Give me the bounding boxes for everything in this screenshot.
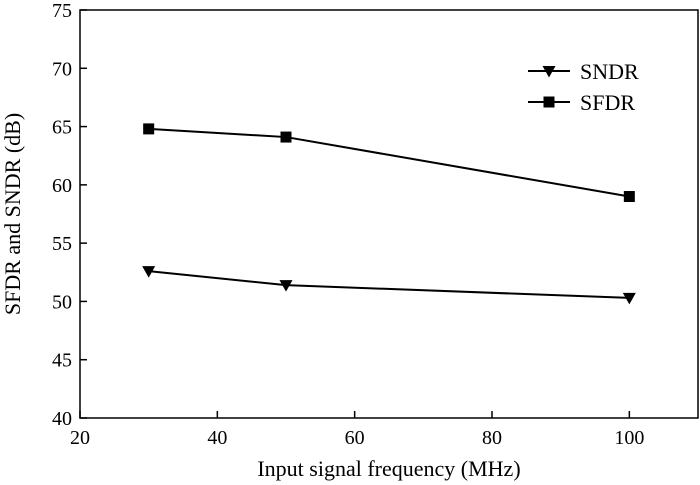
y-tick-label: 45 — [52, 350, 72, 372]
x-tick-label: 40 — [207, 427, 227, 449]
x-tick-label: 80 — [482, 427, 502, 449]
sfdr-data-point — [280, 131, 292, 143]
legend-marker-sfdr — [543, 96, 555, 108]
sfdr-data-point — [143, 123, 155, 135]
y-tick-label: 70 — [52, 58, 72, 80]
x-axis-label: Input signal frequency (MHz) — [257, 456, 520, 481]
sndr-data-point — [142, 266, 156, 278]
y-tick-label: 50 — [52, 291, 72, 313]
y-tick-label: 60 — [52, 175, 72, 197]
series-layer — [142, 123, 636, 305]
legend-marker-sndr — [542, 66, 556, 78]
sndr-series-line — [148, 270, 630, 299]
legend-label-sndr: SNDR — [580, 59, 639, 84]
y-axis: 40 45 50 55 60 65 70 75 — [52, 0, 87, 430]
sndr-data-point — [622, 292, 636, 305]
x-tick-label: 20 — [70, 427, 90, 449]
x-tick-label: 60 — [345, 427, 365, 449]
sndr-data-point — [279, 280, 293, 292]
x-tick-label: 100 — [614, 427, 644, 449]
plot-frame — [79, 9, 699, 419]
x-axis: 20 40 60 80 100 — [70, 411, 644, 449]
legend: SNDR SFDR — [528, 59, 639, 115]
sfdr-series-line — [148, 127, 630, 198]
y-tick-label: 75 — [52, 0, 72, 22]
y-tick-label: 65 — [52, 117, 72, 139]
y-tick-label: 55 — [52, 233, 72, 255]
legend-label-sfdr: SFDR — [580, 90, 635, 115]
sfdr-data-point — [623, 191, 635, 203]
y-tick-label: 40 — [52, 408, 72, 430]
y-axis-label: SFDR and SNDR (dB) — [0, 113, 25, 315]
